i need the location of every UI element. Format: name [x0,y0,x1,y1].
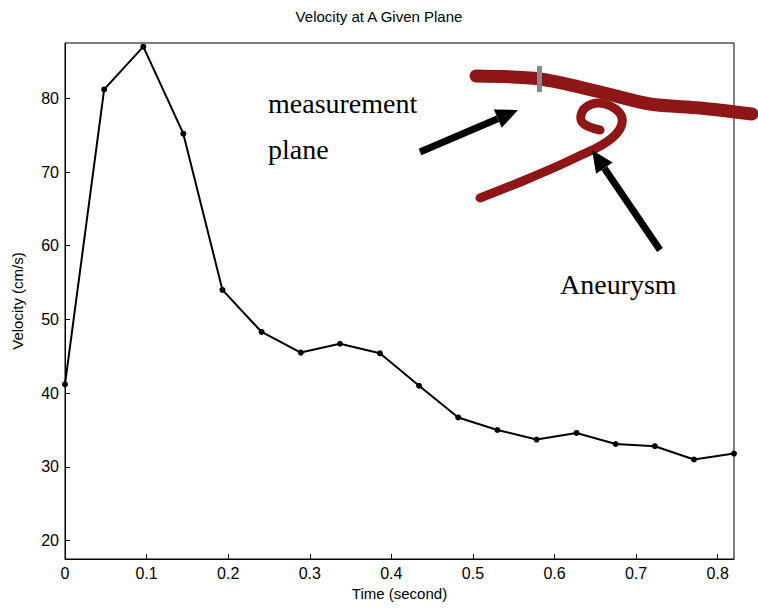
svg-text:Aneurysm: Aneurysm [560,269,677,300]
svg-text:30: 30 [41,458,59,475]
svg-text:0.2: 0.2 [217,565,239,582]
svg-text:0.6: 0.6 [543,565,565,582]
svg-text:plane: plane [268,134,329,165]
svg-text:Velocity at A Given Plane: Velocity at A Given Plane [296,8,463,25]
svg-text:0.4: 0.4 [380,565,402,582]
svg-text:50: 50 [41,311,59,328]
svg-text:Time (second): Time (second) [352,585,447,602]
svg-text:80: 80 [41,90,59,107]
svg-text:20: 20 [41,532,59,549]
svg-text:Velocity (cm/s): Velocity (cm/s) [9,252,26,350]
svg-text:40: 40 [41,385,59,402]
svg-text:60: 60 [41,237,59,254]
svg-text:measurement: measurement [268,88,417,119]
svg-text:0.5: 0.5 [462,565,484,582]
svg-text:0.3: 0.3 [299,565,321,582]
svg-text:0: 0 [61,565,70,582]
svg-text:70: 70 [41,164,59,181]
svg-text:0.8: 0.8 [707,565,729,582]
svg-text:0.1: 0.1 [135,565,157,582]
svg-text:0.7: 0.7 [625,565,647,582]
